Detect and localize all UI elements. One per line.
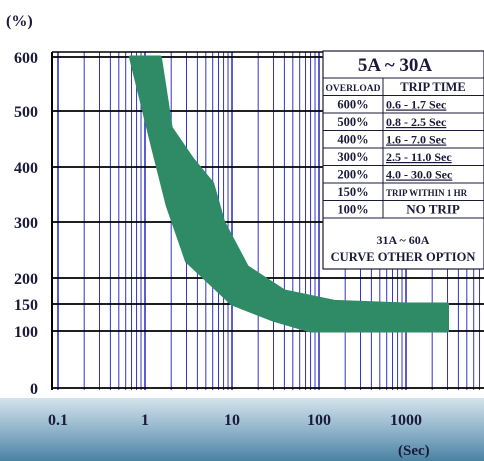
y-tick-label: 600: [14, 50, 38, 67]
x-tick-label: 100: [307, 412, 331, 429]
spec-table: 5A ~ 30A OVERLOAD TRIP TIME 600% 0.6 - 1.7 …: [322, 50, 484, 270]
table-header-overload: OVERLOAD: [326, 84, 381, 94]
x-axis-ticks: 0.1 1 10 100 1000: [48, 412, 422, 429]
x-axis-band: [0, 398, 484, 461]
y-tick-label: 300: [14, 215, 38, 232]
table-cell-trip-time: 0.8 - 2.5 Sec: [386, 115, 447, 129]
trip-curve-band: [128, 55, 449, 333]
x-tick-label: 1: [141, 412, 149, 429]
x-tick-label: 10: [224, 412, 240, 429]
table-cell-overload: 100%: [337, 203, 368, 217]
minor-gridlines: [57, 52, 481, 390]
table-cell-overload: 300%: [337, 150, 368, 164]
table-cell-overload: 150%: [337, 185, 368, 199]
y-axis-unit-label: (%): [6, 13, 33, 30]
y-tick-label: 400: [14, 160, 38, 177]
x-tick-label: 1000: [390, 412, 422, 429]
y-axis-ticks: 0 100 150 200 300 400 500 600: [14, 50, 38, 398]
spec-table-border: [322, 50, 484, 270]
spec-table-footer-option: CURVE OTHER OPTION: [331, 250, 476, 264]
table-cell-trip-time: 2.5 - 11.0 Sec: [386, 150, 452, 164]
spec-table-footer-range: 31A ~ 60A: [377, 233, 430, 247]
y-tick-label: 150: [14, 297, 38, 314]
spec-table-rows: OVERLOAD TRIP TIME 600% 0.6 - 1.7 Sec 500% 0.…: [323, 78, 484, 219]
table-cell-overload: 600%: [337, 98, 368, 112]
table-cell-trip-time: 0.6 - 1.7 Sec: [386, 98, 447, 112]
table-cell-trip-time: 1.6 - 7.0 Sec: [386, 133, 447, 147]
y-tick-label: 500: [14, 104, 38, 121]
spec-table-title: 5A ~ 30A: [358, 55, 433, 76]
x-tick-label: 0.1: [48, 412, 68, 429]
table-cell-overload: 200%: [337, 168, 368, 182]
table-cell-trip-time: 4.0 - 30.0 Sec: [386, 168, 453, 182]
table-cell-overload: 500%: [337, 115, 368, 129]
table-cell-overload: 400%: [337, 133, 368, 147]
table-cell-trip-time: TRIP WITHIN 1 HR: [386, 188, 468, 198]
table-header-trip-time: TRIP TIME: [400, 80, 465, 94]
table-cell-trip-time: NO TRIP: [406, 202, 460, 217]
y-tick-label: 0: [30, 381, 38, 398]
x-axis-unit-label: (Sec): [398, 443, 430, 459]
y-tick-label: 200: [14, 271, 38, 288]
y-tick-label: 100: [14, 324, 38, 341]
